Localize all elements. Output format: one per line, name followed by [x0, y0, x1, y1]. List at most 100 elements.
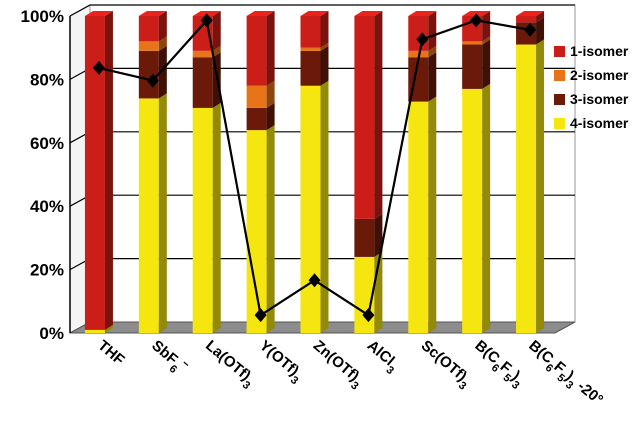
bar-segment [462, 88, 483, 333]
line-marker [308, 273, 321, 288]
x-tick-label: Y(OTf)3 [253, 337, 307, 387]
legend-swatch [554, 118, 565, 129]
bar-top [516, 11, 545, 16]
x-tick-label: AlCl3 [361, 337, 403, 377]
bar-segment-side [374, 11, 383, 219]
y-tick-label: 20% [30, 261, 64, 280]
legend: 1-isomer 2-isomer 3-isomer 4-isomer [554, 43, 629, 131]
legend-label: 1-isomer [570, 43, 629, 59]
bar-stack [246, 11, 275, 334]
x-tick-label: B(C6F5)3 -20° [522, 337, 606, 412]
bar-segment-side [536, 39, 545, 333]
bar-segment-side [482, 39, 491, 89]
bar-segment [138, 50, 159, 99]
bar-segment-side [158, 45, 167, 99]
y-tick-label: 100% [21, 7, 64, 26]
bar-segment [138, 98, 159, 333]
line-marker [416, 32, 429, 47]
bar-top [408, 11, 437, 16]
bar-segment-side [428, 45, 437, 58]
bar-segment [300, 85, 321, 334]
bar-segment [84, 329, 105, 333]
bar-top [300, 11, 329, 16]
bar-stack [462, 11, 491, 333]
bar-segment-side [428, 52, 437, 102]
line-series [92, 13, 537, 323]
bar-segment [192, 57, 213, 108]
y-tick-label: 80% [30, 70, 64, 89]
bar-stack [408, 11, 437, 333]
bar-segment [246, 85, 267, 108]
line-marker [254, 308, 267, 323]
y-axis-ticks: 0% 20% 40% 60% 80% 100% [21, 7, 71, 343]
bar-segment [300, 47, 321, 51]
bar-segment-side [104, 324, 113, 333]
bar-top [138, 11, 167, 16]
bar-segment [192, 50, 213, 58]
bar-segment [300, 50, 321, 86]
bar-top [354, 11, 383, 16]
bar-top [84, 11, 113, 16]
line-marker [200, 13, 213, 28]
line-marker [470, 13, 483, 28]
line-marker [524, 22, 537, 37]
bar-segment-side [320, 42, 329, 51]
bar-segment-side [212, 45, 221, 58]
bar-segment-side [266, 11, 275, 86]
bar-segment [246, 107, 267, 131]
legend-swatch [554, 70, 565, 81]
bar-segment-side [320, 11, 329, 48]
bar-segment-side [320, 45, 329, 86]
x-tick-label: THF [94, 337, 127, 369]
bar-segment [246, 16, 267, 86]
bar-segment-side [212, 102, 221, 334]
y-tick-label: 0% [39, 324, 64, 343]
line-marker [146, 73, 159, 88]
bar-stack [516, 11, 545, 333]
bar-segment [246, 130, 267, 333]
legend-swatch [554, 94, 565, 105]
bar-segment-side [158, 93, 167, 333]
legend-swatch [554, 46, 565, 57]
line-marker [362, 308, 375, 323]
bar-stack [138, 11, 167, 333]
y-tick-label: 60% [30, 134, 64, 153]
bar-segment-side [104, 11, 113, 330]
legend-label: 4-isomer [570, 115, 629, 131]
bar-segment [300, 16, 321, 48]
bars [84, 11, 545, 334]
bar-segment [84, 16, 105, 330]
gridline [69, 4, 575, 17]
bar-top [246, 11, 275, 16]
y-tick-label: 40% [30, 197, 64, 216]
bar-segment [462, 41, 483, 45]
bar-stack [354, 11, 383, 333]
bar-segment [192, 107, 213, 334]
bar-segment-side [266, 80, 275, 108]
bar-segment-side [158, 11, 167, 42]
x-tick-label: Zn(OTf)3 [307, 337, 367, 393]
x-tick-label: SbF6− [145, 336, 192, 381]
bar-segment-side [374, 213, 383, 257]
bar-segment [354, 16, 375, 219]
bar-segment [138, 16, 159, 42]
bar-segment-side [266, 125, 275, 334]
bar-segment-side [482, 36, 491, 45]
bar-segment [516, 44, 537, 333]
bar-segment [462, 44, 483, 89]
x-tick-label: B(C6F5)3 [468, 337, 528, 392]
bar-segment [408, 16, 429, 51]
bar-segment [408, 101, 429, 333]
bar-segment [354, 218, 375, 257]
bar-segment [408, 50, 429, 58]
bar-stack [84, 11, 113, 333]
bar-stack [192, 11, 221, 334]
bar-segment-side [428, 96, 437, 333]
bar-segment-side [266, 102, 275, 131]
bar-segment [138, 41, 159, 51]
bar-segment-side [320, 80, 329, 334]
legend-label: 3-isomer [570, 91, 629, 107]
bar-segment-side [158, 36, 167, 51]
